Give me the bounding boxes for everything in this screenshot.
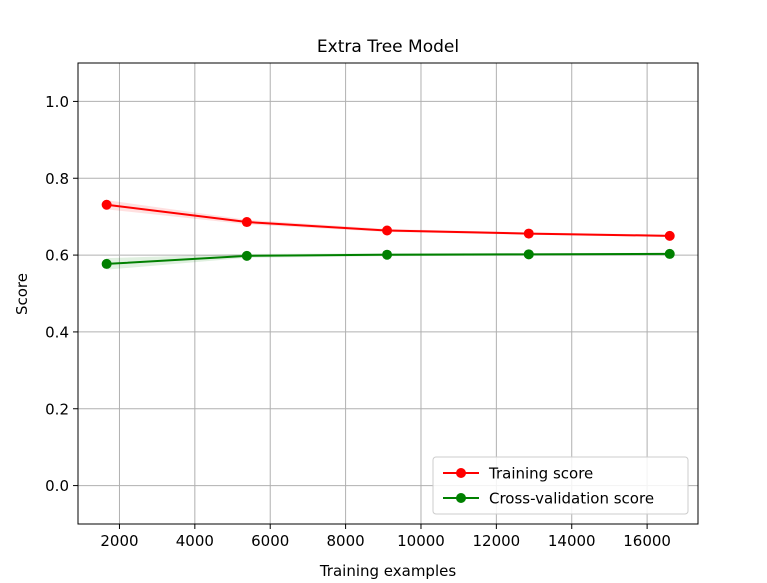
point-cross-validation [382,249,393,260]
point-cross-validation [664,248,675,259]
x-tick-label: 12000 [472,532,520,550]
y-axis-ticks: 0.0 0.2 0.4 0.6 0.8 1.0 [45,93,78,495]
series-markers [101,199,675,269]
point-cross-validation [101,258,112,269]
y-tick-label: 0.4 [45,323,69,341]
x-tick-label: 16000 [623,532,671,550]
plot-area-frame [77,62,699,525]
point-cross-validation [241,250,252,261]
x-axis-ticks: 2000 4000 6000 8000 10000 12000 14000 16000 [100,524,671,550]
x-tick-label: 14000 [548,532,596,550]
y-tick-label: 1.0 [45,93,69,111]
x-tick-label: 6000 [251,532,289,550]
y-tick-label: 0.8 [45,170,69,188]
x-tick-label: 2000 [100,532,138,550]
legend-label-cross-validation: Cross-validation score [489,490,654,508]
legend-label-training: Training score [488,465,593,483]
chart-title: Extra Tree Model [317,37,459,57]
y-tick-label: 0.0 [45,477,69,495]
y-tick-label: 0.6 [45,247,69,265]
y-tick-label: 0.2 [45,400,69,418]
point-training [664,230,675,241]
point-training [523,228,534,239]
grid-lines [78,63,698,524]
x-axis-label: Training examples [319,562,457,580]
legend-box [432,456,689,515]
x-tick-label: 8000 [327,532,365,550]
point-training [101,199,112,210]
legend: Training score Cross-validation score [432,456,689,515]
legend-marker-cross-validation [456,493,466,503]
point-training [382,225,393,236]
x-tick-label: 10000 [397,532,445,550]
point-cross-validation [523,249,534,260]
legend-marker-training [456,468,466,478]
x-tick-label: 4000 [176,532,214,550]
y-axis-label: Score [13,273,31,315]
point-training [241,217,252,228]
